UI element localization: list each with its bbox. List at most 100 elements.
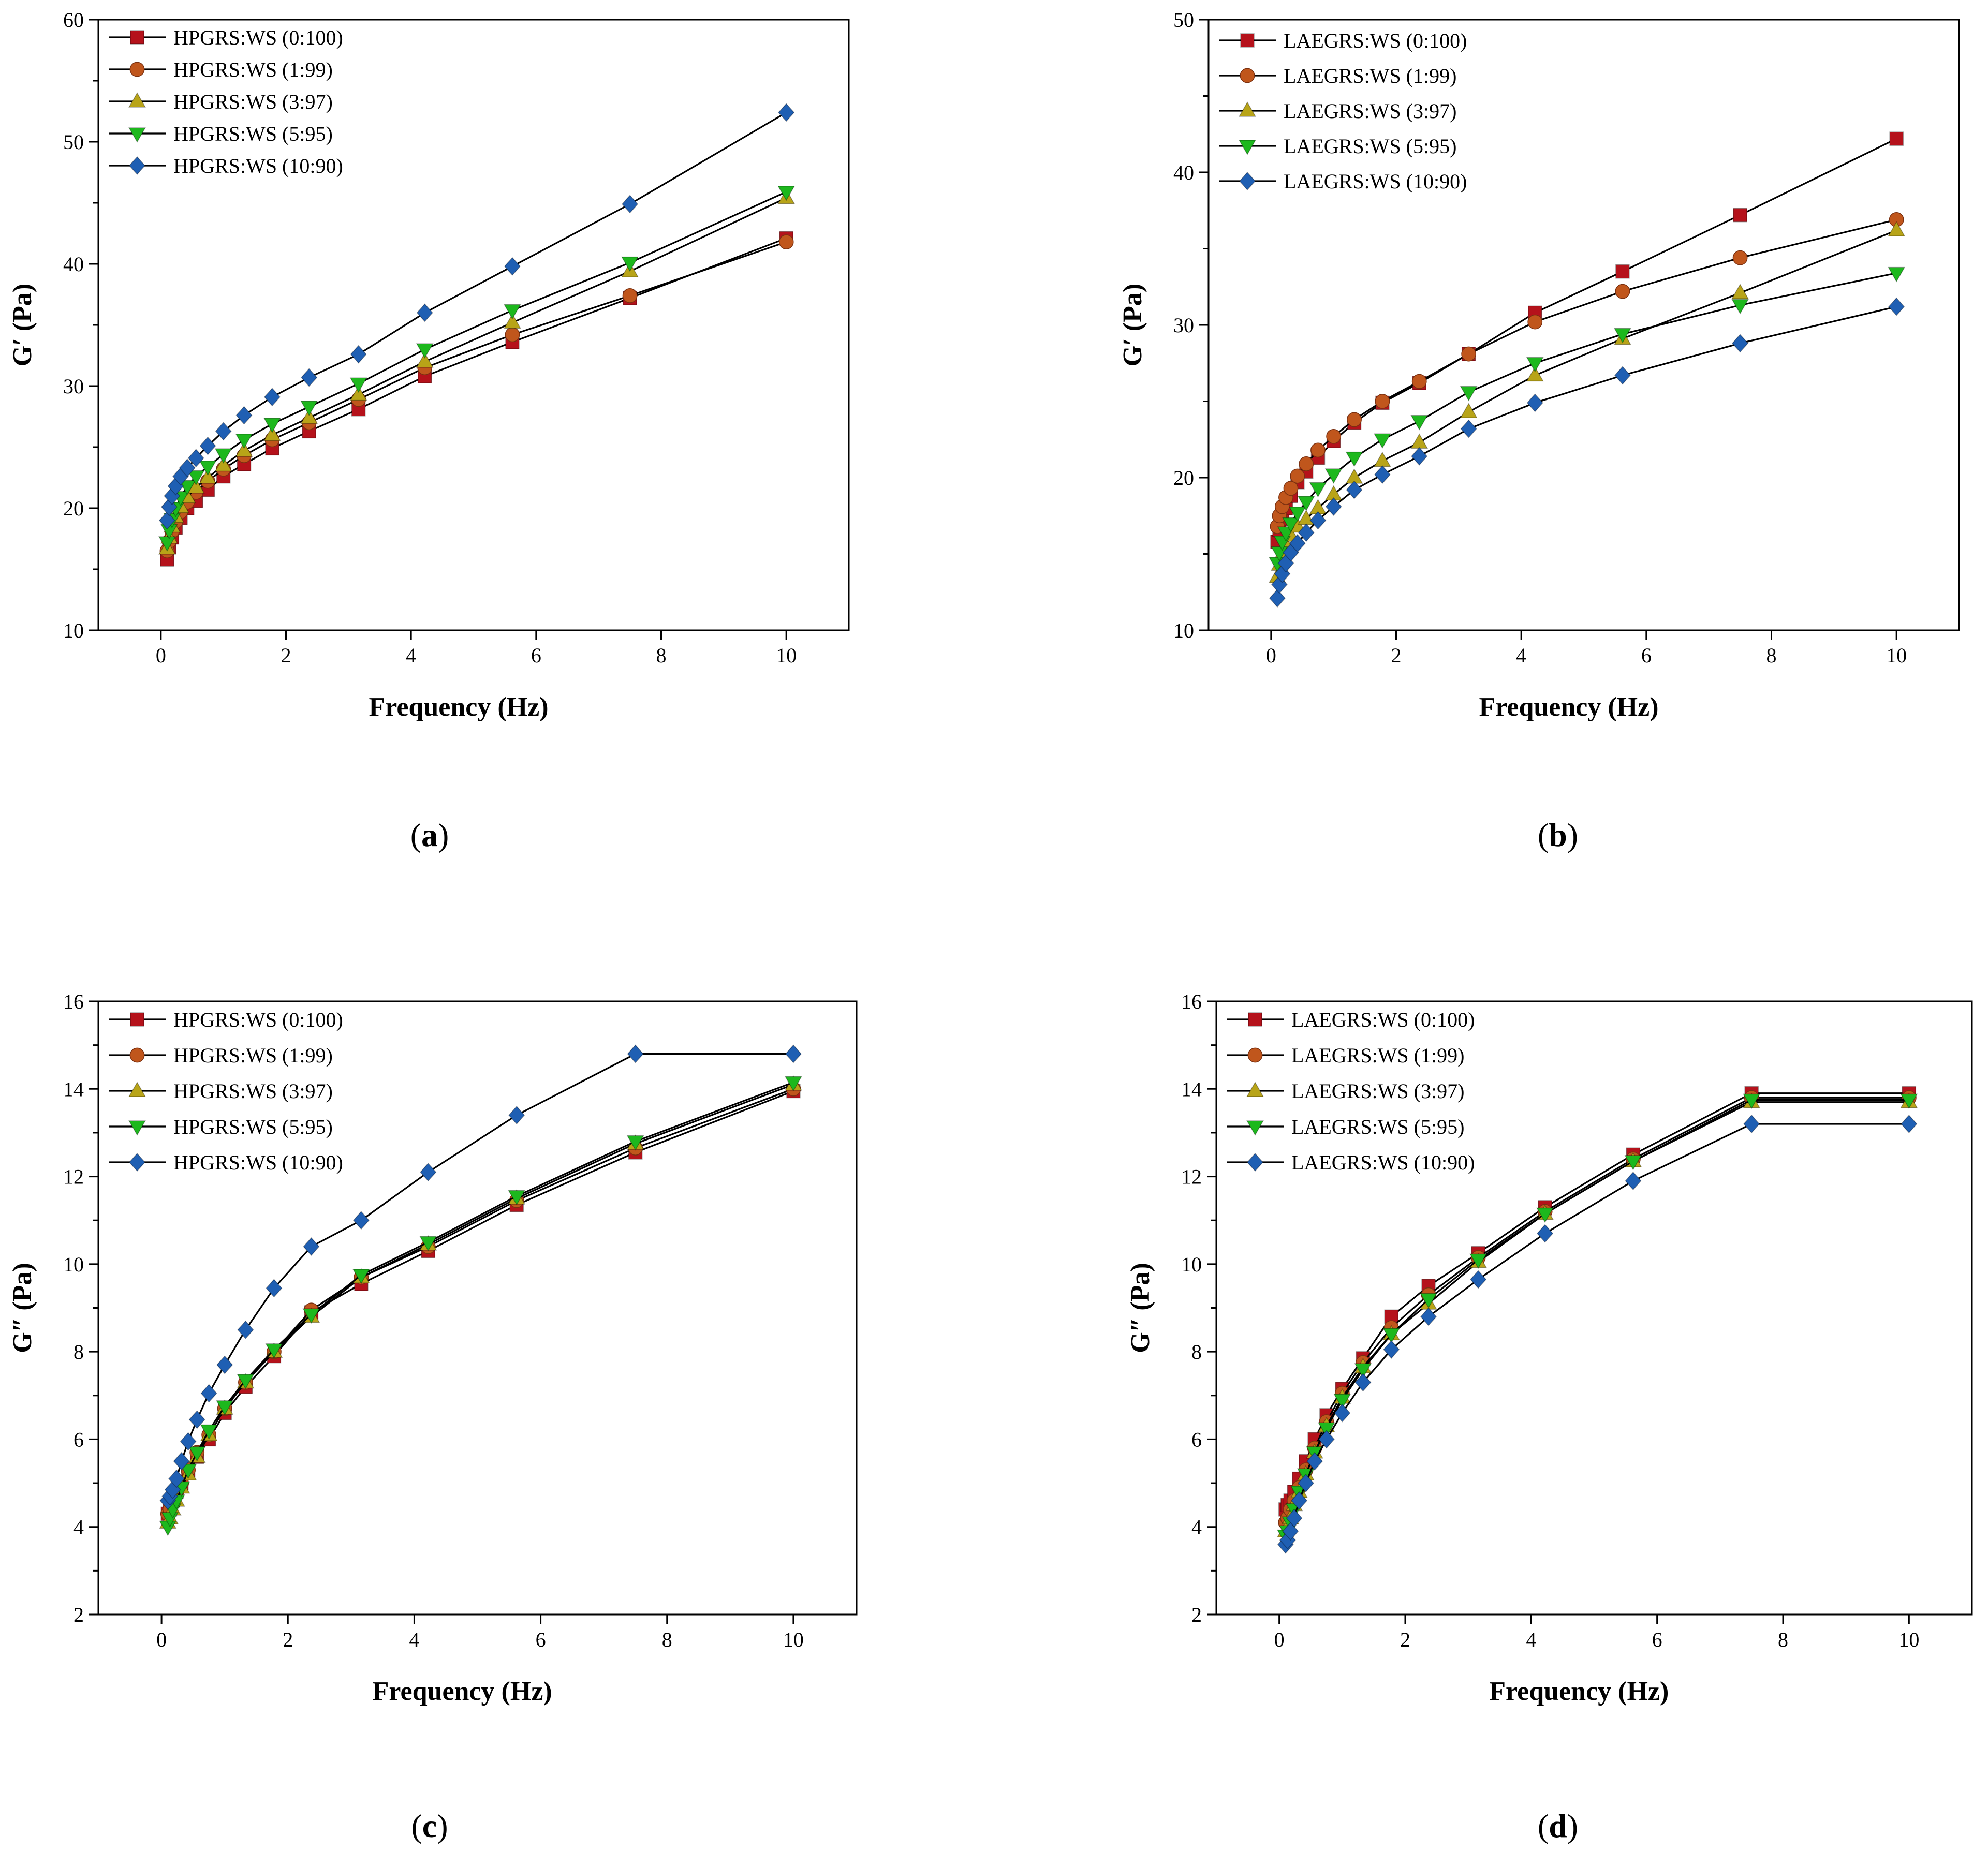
x-tick-label: 4 — [406, 644, 416, 667]
x-tick-label: 0 — [156, 644, 166, 667]
legend-label: HPGRS:WS (10:90) — [173, 1151, 343, 1174]
data-point — [1375, 394, 1390, 409]
data-point — [508, 1190, 526, 1206]
data-point — [785, 1076, 802, 1092]
y-axis-title: G′ (Pa) — [1118, 284, 1147, 366]
y-tick-label: 10 — [63, 619, 84, 642]
data-point — [1324, 468, 1343, 484]
panel-label-letter: c — [422, 1808, 437, 1844]
data-point — [1733, 208, 1747, 223]
legend-marker — [1248, 1012, 1262, 1027]
data-point — [214, 448, 232, 464]
legend-marker — [1239, 101, 1256, 117]
data-point — [627, 1044, 644, 1063]
legend-marker — [128, 127, 146, 143]
data-point — [1901, 1114, 1918, 1134]
panel-label-close: ) — [1567, 1808, 1578, 1844]
x-tick-label: 10 — [776, 644, 797, 667]
panel-label-letter: d — [1549, 1808, 1567, 1844]
data-point — [1309, 511, 1327, 530]
data-point — [168, 1469, 185, 1488]
series-1 — [1270, 212, 1904, 534]
legend: HPGRS:WS (0:100) HPGRS:WS (1:99) HPGRS:WS … — [109, 26, 343, 177]
series-line — [166, 241, 787, 551]
legend-marker — [1247, 1047, 1263, 1063]
x-tick-label: 4 — [409, 1628, 419, 1651]
legend-label: HPGRS:WS (10:90) — [173, 154, 343, 177]
legend-label: LAEGRS:WS (10:90) — [1291, 1151, 1475, 1174]
y-tick-label: 10 — [1181, 1253, 1202, 1276]
y-tick-label: 50 — [63, 130, 84, 154]
data-point — [1298, 523, 1315, 542]
chart-panel-b: 0 2 4 6 8 10 10 20 30 40 50 Frequency (Hz) G′ (Pa) LA… — [1118, 8, 1960, 853]
series-3 — [158, 185, 796, 552]
data-point — [1277, 526, 1295, 542]
legend-label: HPGRS:WS (0:100) — [173, 1008, 343, 1031]
panel-label-letter: b — [1549, 817, 1567, 853]
data-point — [621, 256, 639, 272]
y-tick-label: 12 — [1181, 1165, 1202, 1189]
legend-label: LAEGRS:WS (0:100) — [1284, 29, 1467, 52]
data-point — [504, 313, 521, 329]
panel-label-open: ( — [411, 1808, 422, 1844]
x-tick-label: 10 — [1886, 644, 1907, 667]
y-tick-label: 16 — [63, 990, 84, 1013]
data-point — [215, 422, 232, 441]
y-tick-label: 40 — [63, 253, 84, 276]
data-point — [1732, 334, 1749, 353]
data-point — [1309, 482, 1327, 498]
series-0 — [1270, 131, 1904, 549]
x-tick-label: 10 — [783, 1628, 804, 1651]
data-point — [266, 1279, 283, 1298]
data-point — [300, 408, 318, 424]
data-point — [626, 1135, 644, 1151]
data-point — [187, 470, 205, 486]
x-tick-label: 0 — [1266, 644, 1276, 667]
data-point — [1333, 1394, 1351, 1410]
data-point — [504, 257, 521, 276]
panel-label-open: ( — [1538, 1808, 1549, 1844]
data-point — [1410, 433, 1429, 449]
x-axis-title: Frequency (Hz) — [369, 692, 548, 722]
y-tick-label: 10 — [63, 1253, 84, 1276]
data-point — [1888, 266, 1906, 283]
legend-marker — [1239, 140, 1256, 155]
x-tick-label: 4 — [1526, 1628, 1536, 1651]
legend: LAEGRS:WS (0:100) LAEGRS:WS (1:99) LAEGRS:… — [1219, 29, 1467, 193]
legend-label: HPGRS:WS (0:100) — [173, 26, 343, 49]
data-point — [416, 303, 433, 322]
data-point — [1354, 1363, 1372, 1379]
panel-label: (d) — [1538, 1808, 1578, 1844]
data-point — [352, 1269, 370, 1284]
data-point — [1526, 366, 1544, 382]
data-point — [188, 1410, 205, 1429]
y-tick-label: 20 — [1173, 466, 1194, 490]
data-point — [1411, 374, 1427, 389]
legend-label: LAEGRS:WS (5:95) — [1284, 135, 1456, 158]
y-tick-label: 12 — [63, 1165, 84, 1189]
legend-marker — [1240, 33, 1255, 48]
data-point — [235, 441, 253, 457]
data-point — [1269, 589, 1286, 608]
series-line — [167, 1084, 794, 1523]
data-point — [352, 1211, 370, 1230]
chart-panel-a: 0 2 4 6 8 10 10 20 30 40 50 60 Frequency (Hz) G′ (Pa)… — [8, 8, 850, 853]
data-point — [349, 385, 367, 401]
series-3 — [159, 1076, 802, 1536]
data-point — [416, 343, 434, 359]
x-tick-label: 8 — [662, 1628, 672, 1651]
x-axis-title: Frequency (Hz) — [1479, 692, 1658, 722]
data-point — [1374, 451, 1391, 467]
data-point — [216, 1355, 233, 1374]
data-point — [508, 1106, 525, 1125]
data-point — [1283, 481, 1299, 496]
data-point — [158, 536, 176, 552]
y-tick-label: 6 — [73, 1428, 84, 1451]
data-point — [1461, 346, 1477, 362]
data-point — [1318, 1422, 1335, 1438]
data-point — [1900, 1093, 1918, 1109]
data-point — [199, 460, 217, 476]
legend-marker — [1239, 171, 1256, 191]
x-tick-label: 0 — [156, 1628, 167, 1651]
